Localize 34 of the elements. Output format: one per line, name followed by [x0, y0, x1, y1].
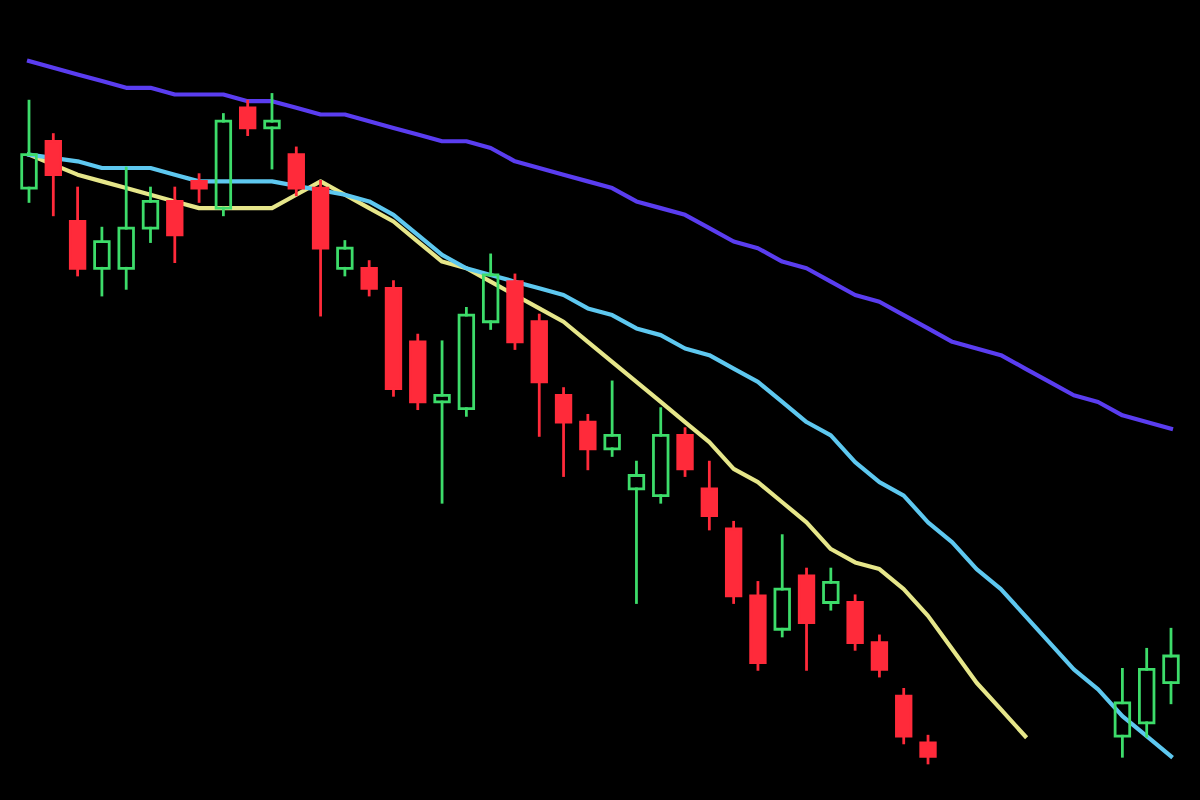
candlestick [530, 313, 548, 437]
candlestick [895, 688, 913, 745]
candlestick [797, 567, 816, 671]
candlestick [117, 166, 135, 290]
candlestick [652, 407, 670, 504]
candlestick [1113, 667, 1132, 758]
candlestick [627, 460, 646, 604]
candlestick [360, 260, 378, 297]
candlestick [166, 186, 184, 263]
candlestick [870, 634, 889, 678]
candlestick [263, 93, 281, 170]
candlestick [554, 387, 573, 477]
candlestick [311, 179, 330, 317]
candlestick [433, 340, 451, 504]
candlestick [724, 520, 743, 604]
candlestick [822, 567, 840, 611]
candlestick [287, 146, 305, 197]
candlestick [700, 460, 719, 531]
candlestick [1138, 647, 1156, 738]
candlestick [384, 280, 403, 397]
candlestick [214, 113, 233, 217]
candlestick [1162, 627, 1180, 705]
candlestick [603, 380, 621, 457]
candlestick [409, 333, 427, 411]
candlestick [44, 133, 62, 217]
candlestick [846, 594, 864, 651]
candlestick [773, 534, 791, 638]
candlestick [457, 307, 476, 417]
candlestick [579, 413, 597, 471]
candlestick [336, 240, 354, 277]
candlestick [481, 253, 500, 330]
candlestick [239, 99, 257, 136]
candlestick [68, 186, 87, 277]
candlestick [141, 186, 160, 243]
